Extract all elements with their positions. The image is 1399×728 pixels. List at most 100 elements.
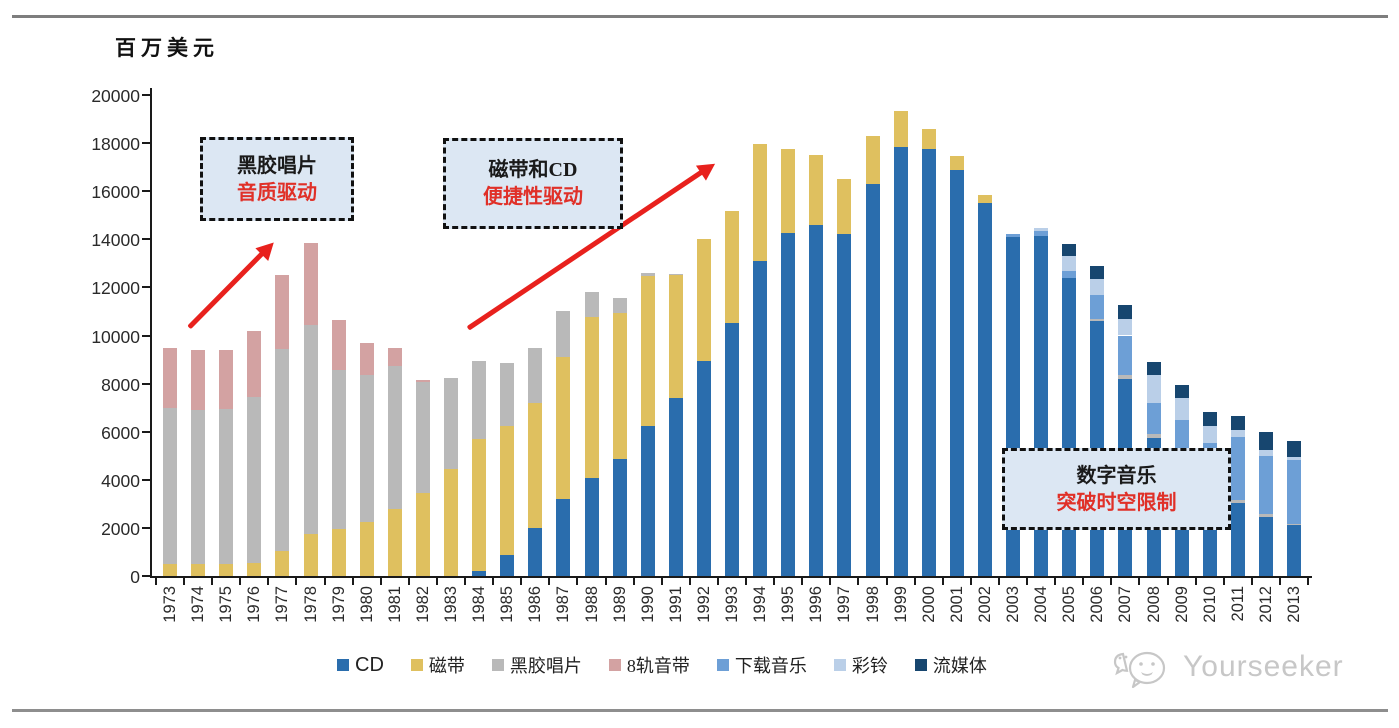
bar-segment-1979-磁带 <box>331 529 346 576</box>
bar-segment-1973-磁带 <box>163 563 177 576</box>
x-tick-label-1977: 1977 <box>273 586 292 623</box>
bar-segment-2007-黑胶唱片 <box>1118 375 1133 379</box>
y-axis-line <box>150 88 152 578</box>
bar-segment-1976-黑胶唱片 <box>247 396 262 563</box>
bar-segment-1999-磁带 <box>893 110 908 147</box>
bar-segment-1989-CD <box>612 458 627 576</box>
bar-segment-2012-CD <box>1258 517 1273 576</box>
x-tick <box>1250 578 1253 585</box>
x-tick-label-1979: 1979 <box>329 586 348 623</box>
legend-item-下载音乐: 下载音乐 <box>716 652 807 678</box>
bar-segment-1980-磁带 <box>359 521 374 576</box>
x-tick <box>688 578 691 585</box>
x-tick-label-1989: 1989 <box>610 586 629 623</box>
bar-segment-1989-黑胶唱片 <box>612 298 627 313</box>
x-tick <box>1194 578 1197 585</box>
x-tick <box>857 578 860 585</box>
legend: CD 磁带 黑胶唱片 8轨音带 下载音乐 彩铃 流媒体 <box>337 652 987 678</box>
y-tick <box>142 238 152 241</box>
x-tick-label-1985: 1985 <box>498 586 517 623</box>
bar-segment-2008-彩铃 <box>1146 375 1161 403</box>
legend-swatch <box>410 659 423 671</box>
bar-segment-1979-8轨音带 <box>331 319 346 371</box>
bar-segment-1994-磁带 <box>753 144 768 261</box>
bar-segment-1978-磁带 <box>303 533 318 576</box>
x-tick <box>716 578 719 585</box>
x-tick <box>1222 578 1225 585</box>
x-tick <box>435 578 438 585</box>
bar-segment-1993-CD <box>725 323 739 576</box>
x-tick-label-1999: 1999 <box>891 586 910 623</box>
bar-segment-1996-磁带 <box>809 155 824 225</box>
x-tick <box>492 578 495 585</box>
x-tick <box>660 578 663 585</box>
x-tick <box>520 578 523 585</box>
legend-swatch <box>608 659 621 671</box>
bar-segment-1987-黑胶唱片 <box>556 311 571 357</box>
x-tick <box>183 578 186 585</box>
wechat-icon <box>1113 651 1166 689</box>
x-tick-label-2006: 2006 <box>1088 586 1107 623</box>
bar-segment-1986-黑胶唱片 <box>528 348 543 404</box>
bar-segment-1981-黑胶唱片 <box>387 365 402 509</box>
legend-swatch <box>491 659 504 671</box>
x-tick-label-2000: 2000 <box>919 586 938 623</box>
legend-label: 8轨音带 <box>626 656 690 676</box>
x-tick <box>1054 578 1057 585</box>
bar-segment-2012-流媒体 <box>1258 432 1273 451</box>
legend-label: 流媒体 <box>932 656 987 676</box>
x-tick <box>1138 578 1141 585</box>
legend-item-流媒体: 流媒体 <box>914 652 987 678</box>
x-tick-label-2010: 2010 <box>1200 586 1219 623</box>
bar-segment-1997-磁带 <box>837 179 852 235</box>
top-divider <box>12 15 1388 18</box>
bar-segment-1982-8轨音带 <box>415 379 430 383</box>
bar-segment-1973-黑胶唱片 <box>163 407 177 564</box>
bar-segment-1998-磁带 <box>865 135 880 184</box>
bar-segment-2006-黑胶唱片 <box>1090 318 1105 322</box>
x-tick <box>379 578 382 585</box>
bar-segment-1976-8轨音带 <box>247 330 262 397</box>
legend-label: 黑胶唱片 <box>509 656 582 676</box>
bar-segment-1984-黑胶唱片 <box>472 360 487 439</box>
annotation-digital-subtitle: 突破时空限制 <box>1056 491 1177 514</box>
bar-segment-2004-下载音乐 <box>1034 230 1049 236</box>
bar-segment-1986-CD <box>528 528 543 576</box>
x-tick-label-2001: 2001 <box>947 586 966 623</box>
bar-segment-1973-8轨音带 <box>163 347 177 408</box>
bar-segment-2000-CD <box>921 149 936 576</box>
annotation-vinyl: 黑胶唱片 音质驱动 <box>200 137 354 221</box>
x-axis-line <box>150 576 1312 578</box>
x-tick <box>295 578 298 585</box>
bar-segment-1988-磁带 <box>584 317 599 478</box>
x-tick-label-1984: 1984 <box>470 586 489 623</box>
y-tick <box>142 575 152 577</box>
y-tick-label: 12000 <box>91 278 140 299</box>
bar-segment-2000-磁带 <box>921 128 936 150</box>
bar-segment-1994-CD <box>753 260 768 576</box>
bar-segment-1988-黑胶唱片 <box>584 292 599 318</box>
plot-area: 0 2000 4000 6000 8000 10000 12000 14000 16000 180… <box>91 86 1312 623</box>
bar-segment-1979-黑胶唱片 <box>331 370 346 530</box>
x-tick <box>154 578 157 585</box>
x-tick-label-1988: 1988 <box>582 586 601 623</box>
y-tick <box>142 94 152 96</box>
x-tick <box>604 578 607 585</box>
x-tick <box>267 578 270 585</box>
bar-segment-2007-下载音乐 <box>1118 335 1133 376</box>
bar-segment-1987-磁带 <box>556 356 571 500</box>
bar-segment-2011-流媒体 <box>1230 416 1245 431</box>
y-tick-label: 8000 <box>101 374 140 395</box>
bar-segment-1982-黑胶唱片 <box>415 382 430 494</box>
bar-segment-1996-CD <box>809 224 824 576</box>
bar-segment-2005-彩铃 <box>1062 256 1077 271</box>
y-tick-label: 16000 <box>91 182 140 203</box>
bar-segment-1983-磁带 <box>444 468 458 576</box>
x-tick <box>1110 578 1113 585</box>
x-tick <box>323 578 326 585</box>
bar-segment-2005-下载音乐 <box>1062 270 1077 278</box>
y-axis-unit-label: 百万美元 <box>115 36 219 60</box>
x-tick-label-2007: 2007 <box>1116 586 1135 623</box>
bar-segment-1980-黑胶唱片 <box>359 375 374 522</box>
